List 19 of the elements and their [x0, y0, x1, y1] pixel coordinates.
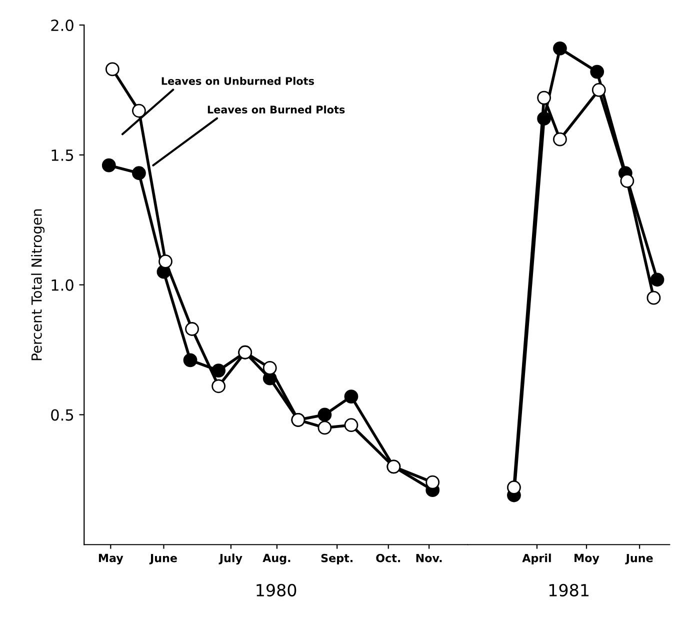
text: Leaves on Unburned Plots — [162, 76, 314, 85]
y-tick-label: 2.0 — [51, 20, 74, 32]
x-tick-label: Oct. — [376, 554, 400, 562]
x-tick-label: Aug. — [262, 554, 290, 564]
x-tick-label: July — [218, 554, 242, 564]
y-tick-label: 1.0 — [52, 279, 74, 291]
x-tick-label: Nov. — [416, 554, 442, 562]
x-tick-label: Sept. — [321, 554, 352, 564]
y-tick-label: 0.5 — [51, 409, 74, 421]
x-tick-label: June — [625, 554, 653, 564]
x-tick-label: April — [522, 554, 551, 564]
x-tick-label: June — [149, 554, 177, 564]
text: 1980 — [256, 584, 296, 596]
text: 1981 — [549, 584, 588, 596]
x-tick-label: May — [98, 554, 124, 564]
text: Leaves on Burned Plots — [208, 105, 345, 114]
y-axis-title: Percent Total Nitrogen — [31, 209, 45, 360]
y-tick-label: 1.5 — [52, 150, 74, 161]
x-tick-label: Moy — [574, 554, 600, 564]
